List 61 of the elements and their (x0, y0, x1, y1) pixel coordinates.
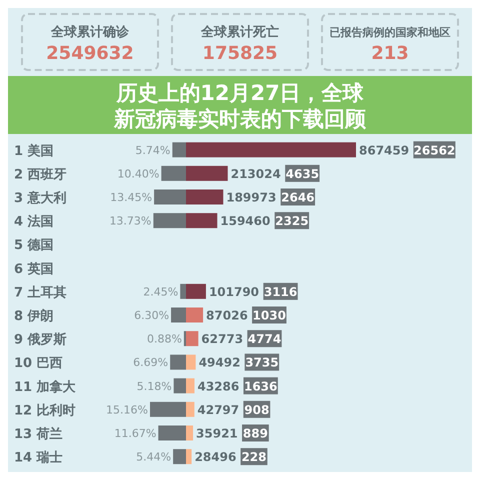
data-label: 28496 (194, 450, 236, 464)
y-tick-label: 1 美国 (14, 142, 54, 159)
y-tick-label: 8 伊朗 (14, 308, 54, 324)
y-tick-label: 10 巴西 (14, 356, 63, 372)
y-tick-label: 7 土耳其 (14, 285, 67, 300)
bar (180, 284, 186, 299)
data-label: 35921 (196, 426, 238, 440)
data-label: 213024 (230, 166, 281, 181)
text: 历史上的12月27日，全球新冠病毒实时表的下载回顾 (113, 81, 367, 131)
y-tick-label: 11 加拿大 (14, 378, 77, 395)
bar (186, 402, 194, 417)
data-label: 15.16% (106, 403, 148, 416)
y-tick-label: 3 意大利 (14, 190, 67, 206)
annotation: 1030 (252, 308, 286, 322)
data-label: 867459 (359, 143, 410, 158)
data-label: 6.30% (134, 309, 170, 322)
y-tick-label: 4 法国 (14, 214, 54, 230)
data-label: 42797 (197, 402, 240, 417)
annotation: 2325 (275, 214, 309, 228)
y-tick-label: 9 俄罗斯 (14, 332, 67, 348)
annotation: 3116 (264, 284, 298, 299)
data-label: 6.69% (133, 356, 168, 370)
text: 175825 (202, 43, 278, 64)
data-label: 101790 (208, 284, 260, 299)
data-label: 43286 (197, 379, 240, 394)
text: 213 (371, 43, 409, 64)
data-label: 2.45% (143, 285, 178, 298)
annotation: 908 (244, 402, 270, 417)
y-tick-label: 13 荷兰 (14, 426, 63, 442)
y-tick-label: 5 德国 (14, 238, 54, 254)
annotation: 2646 (281, 190, 315, 204)
y-tick-label: 12 比利时 (14, 402, 76, 418)
annotation: 3735 (245, 356, 279, 370)
annotation: 4635 (286, 166, 320, 181)
data-label: 11.67% (114, 427, 156, 440)
y-tick-label: 2 西班牙 (14, 167, 67, 182)
data-label: 87026 (206, 308, 248, 322)
data-label: 62773 (201, 332, 244, 346)
annotation: 889 (242, 426, 268, 440)
data-label: 13.45% (110, 191, 152, 204)
data-label: 159460 (220, 214, 270, 228)
text: 2549632 (46, 43, 134, 64)
data-label: 5.44% (136, 450, 172, 464)
bar (172, 142, 186, 158)
y-tick-label: 14 瑞士 (14, 450, 63, 466)
data-label: 5.74% (135, 144, 170, 157)
annotation: 228 (241, 450, 267, 464)
data-label: 0.88% (146, 332, 182, 346)
text: 全球累计死亡 (200, 24, 279, 40)
data-label: 49492 (198, 356, 240, 370)
y-tick-label: 6 英国 (14, 262, 54, 277)
annotation: 1636 (244, 379, 278, 394)
annotation: 4774 (248, 332, 282, 346)
bar (186, 426, 194, 440)
data-label: 13.73% (109, 214, 152, 228)
text: 26562 (414, 143, 456, 158)
data-label: 189973 (226, 190, 276, 204)
text: 已报告病例的国家和地区 (330, 26, 450, 39)
data-label: 5.18% (136, 380, 172, 393)
text: 全球累计确诊 (50, 24, 130, 40)
data-label: 10.40% (117, 167, 160, 180)
